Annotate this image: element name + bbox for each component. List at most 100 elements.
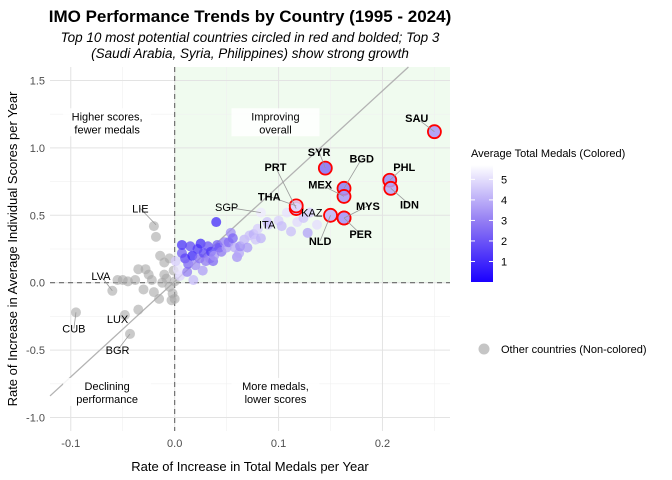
- colored-point: [188, 275, 199, 286]
- y-tick-label: 1.0: [30, 143, 45, 155]
- chart-subtitle-line-2: (Saudi Arabia, Syria, Philippines) show …: [91, 46, 409, 61]
- leader-mys: [343, 205, 369, 219]
- quadrant-label-bg: [63, 377, 152, 406]
- y-axis-title: Rate of Increase in Average Individual S…: [5, 91, 20, 407]
- leader-bgr: [117, 333, 131, 351]
- colorbar-tick-label: 1: [501, 256, 507, 268]
- label-idn: IDN: [400, 200, 419, 212]
- colored-point: [227, 233, 238, 244]
- label-ita: ITA: [259, 220, 276, 232]
- gray-point: [154, 293, 165, 304]
- label-lie: LIE: [132, 204, 149, 216]
- quadrant-label-2: overall: [259, 124, 291, 136]
- gray-point: [146, 275, 157, 286]
- leader-mex: [319, 183, 345, 197]
- x-tick-label: 0.0: [167, 438, 182, 450]
- leader-tha: [269, 196, 297, 207]
- colorbar-tick-label: 2: [501, 236, 507, 248]
- label-nld: NLD: [309, 236, 332, 248]
- leader-per: [343, 217, 361, 235]
- gray-point: [119, 310, 130, 321]
- colored-point: [286, 226, 297, 237]
- colored-point: [276, 221, 287, 232]
- quadrant-labels: Higher scores,fewer medals Improvingovera…: [63, 108, 320, 406]
- colorbar-ticks: 1 2 3 4 5: [471, 174, 507, 268]
- leader-prt: [275, 166, 297, 209]
- leader-lva: [100, 275, 113, 292]
- y-tick-label: -1.0: [26, 413, 45, 425]
- leader-bgd: [343, 158, 363, 189]
- gray-point: [133, 304, 144, 315]
- leader-phl: [389, 166, 405, 181]
- label-phl: PHL: [393, 162, 415, 174]
- colored-point: [302, 227, 313, 238]
- colorbar: [471, 165, 493, 282]
- colorbar-tick-label: 3: [501, 215, 507, 227]
- point-ita: [262, 217, 273, 228]
- chart-title: IMO Performance Trends by Country (1995 …: [49, 7, 451, 26]
- label-sgp: SGP: [215, 202, 238, 214]
- data-points: [70, 124, 442, 339]
- colorbar-title: Average Total Medals (Colored): [471, 148, 625, 160]
- label-lva: LVA: [91, 271, 111, 283]
- leader-sau: [416, 117, 435, 133]
- label-bgd: BGD: [349, 154, 374, 166]
- leader-sgp: [226, 206, 261, 213]
- gray-point: [148, 287, 159, 298]
- y-tick-label: 1.5: [30, 75, 45, 87]
- colored-point: [170, 256, 181, 267]
- label-cub: CUB: [62, 324, 85, 336]
- quadrant-label-3: performance: [76, 394, 138, 406]
- quadrant-label-bg: [63, 108, 152, 137]
- gray-point: [138, 284, 149, 295]
- label-sau: SAU: [405, 113, 428, 125]
- leader-syr: [318, 151, 326, 169]
- gray-legend-key: [478, 343, 490, 355]
- leader-nld: [319, 215, 331, 242]
- quadrant-label-3: Declining: [85, 381, 130, 393]
- quadrant-label-bg: [231, 377, 320, 406]
- y-tick-label: 0.5: [30, 210, 45, 222]
- colored-point: [252, 223, 263, 234]
- colored-point: [209, 250, 220, 261]
- quadrant-label-2: Improving: [251, 111, 299, 123]
- legend: Average Total Medals (Colored) 1 2 3 4 5 Oth…: [471, 148, 647, 356]
- x-tick-label: 0.1: [271, 438, 286, 450]
- label-tha: THA: [258, 191, 281, 203]
- leader-lie: [140, 208, 157, 226]
- quadrant-label-1: Higher scores,: [72, 111, 143, 123]
- label-kaz: KAZ: [301, 208, 323, 220]
- colored-point: [255, 233, 266, 244]
- label-syr: SYR: [308, 147, 331, 159]
- x-axis-title: Rate of Increase in Total Medals per Yea…: [131, 459, 369, 474]
- quadrant-label-1: fewer medals: [74, 124, 140, 136]
- colorbar-tick-label: 4: [501, 195, 507, 207]
- colored-point: [176, 239, 187, 250]
- label-bgr: BGR: [106, 345, 130, 357]
- label-mex: MEX: [308, 179, 333, 191]
- x-tick-label: -0.1: [61, 438, 80, 450]
- quadrant-label-bg: [231, 108, 320, 137]
- colored-point: [211, 217, 222, 228]
- x-tick-label: 0.2: [375, 438, 390, 450]
- gray-legend-label: Other countries (Non-colored): [501, 344, 647, 356]
- gray-point: [159, 269, 170, 280]
- colored-point: [172, 264, 183, 275]
- y-tick-label: 0.0: [30, 278, 45, 290]
- y-tick-label: -0.5: [26, 345, 45, 357]
- colored-point: [197, 265, 208, 276]
- point-labels: SGP KAZ ITA LIE LVA CUB LUX BGR SAU SYR BGD PHL IDN M…: [62, 113, 435, 357]
- chart-subtitle-line-1: Top 10 most potential countries circled …: [61, 30, 440, 45]
- gray-point: [148, 221, 159, 232]
- colored-point: [242, 242, 253, 253]
- quadrant-label-4: lower scores: [245, 394, 307, 406]
- label-mys: MYS: [356, 201, 380, 213]
- gray-point: [112, 275, 123, 286]
- colored-point: [312, 219, 323, 230]
- label-lux: LUX: [107, 314, 129, 326]
- leader-cub: [73, 312, 77, 329]
- gray-point: [133, 264, 144, 275]
- colorbar-tick-label: 5: [501, 174, 507, 186]
- label-prt: PRT: [264, 162, 286, 174]
